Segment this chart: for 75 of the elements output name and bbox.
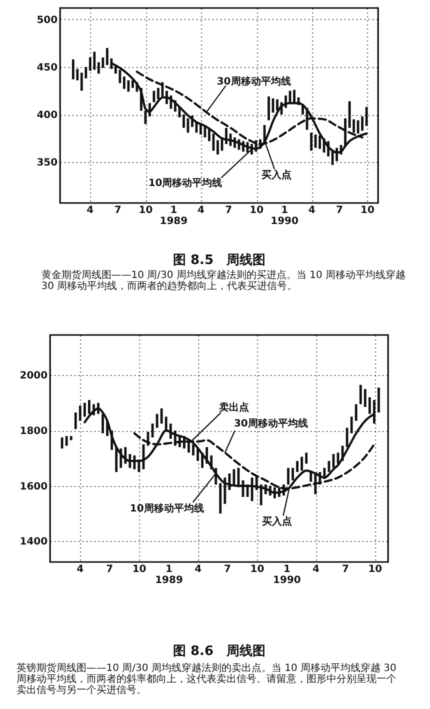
bar (157, 88, 160, 100)
bar (276, 99, 278, 111)
x-tick-label: 7 (106, 564, 114, 575)
y-tick-label: 1400 (20, 536, 48, 548)
x-tick-label: 10 (368, 564, 382, 575)
x-tick-label: 7 (224, 564, 232, 575)
x-tick-label: 1 1990 (270, 205, 299, 227)
bar (364, 388, 366, 407)
y-tick-label: 2000 (20, 370, 48, 382)
bar (192, 444, 194, 456)
x-tick-label: 10 (250, 564, 264, 575)
bar (359, 384, 362, 404)
bar (60, 437, 64, 448)
y-tick-label: 400 (36, 110, 58, 122)
x-tick-label: 10 (132, 564, 146, 575)
bar (72, 59, 74, 80)
bar (102, 414, 104, 434)
bar (216, 140, 219, 154)
annotation: 10周移动平均线 (148, 176, 222, 189)
y-tick-label: 1800 (20, 426, 48, 438)
bar (356, 120, 360, 134)
x-tick-label: 1 1989 (155, 564, 183, 586)
x-tick-label: 10 (138, 205, 153, 216)
annotation: 卖出点 (218, 402, 249, 414)
bar (74, 412, 77, 430)
bar (106, 48, 108, 66)
y-tick-label: 450 (36, 62, 58, 74)
text: 英镑期货周线图——10 周/30 周均线穿越法则的卖出点。当 10 周移动平均线穿越 30 周移动平均线，而两者的斜率都向上，这代表卖出信号。请留意，图形中分别呈现一个卖出信号与另一个买进信号。 (16, 662, 396, 696)
x-tick-label: 4 (198, 205, 205, 216)
x-tick-label: 1 1990 (273, 564, 301, 586)
annotation: 买入点 (262, 516, 292, 528)
y-tick-label: 350 (36, 158, 58, 169)
x-tick-label: 7 (336, 205, 344, 216)
bar (352, 119, 355, 133)
bar (118, 70, 122, 84)
bar (292, 468, 294, 480)
bar (122, 76, 126, 89)
x-tick-label: 7 (114, 205, 122, 216)
bar (115, 447, 118, 472)
x-tick-label: 7 (225, 205, 232, 216)
bar (196, 448, 199, 461)
annotation: 10周移动平均线 (130, 502, 204, 514)
y-tick-label: 1600 (20, 481, 48, 492)
x-tick-label: 10 (360, 205, 374, 216)
bar (70, 436, 72, 440)
bar (164, 416, 168, 431)
x-tick-label: 4 (308, 205, 316, 216)
annotation: 30周移动平均线 (234, 418, 308, 430)
bar (160, 408, 163, 424)
annotation: 30周移动平均线 (216, 76, 291, 88)
bar (131, 80, 134, 88)
x-tick-label: 10 (250, 205, 264, 216)
x-tick-label: 1 1989 (160, 205, 188, 227)
annotation: 买入点 (261, 169, 292, 182)
bar (354, 404, 358, 421)
bar (133, 455, 136, 470)
bar (127, 80, 130, 92)
bar (293, 90, 296, 104)
text: 图 8.5 周线图 (172, 253, 266, 268)
text: 图 8.6 周线图 (172, 644, 266, 659)
bar (318, 135, 321, 149)
x-tick-label: 4 (76, 564, 84, 575)
bar (300, 456, 304, 471)
x-tick-label: 4 (312, 564, 320, 575)
bar (156, 414, 158, 428)
x-tick-label: 7 (342, 564, 349, 575)
text: 黄金期货周线图——10 周/30 周均线穿越法则的买进点。当 10 周移动平均线穿越 30 周移动平均线，而两者的趋势都向上，代表买进信号。 (41, 269, 406, 292)
bar (65, 436, 68, 446)
x-tick-label: 4 (194, 564, 202, 575)
x-tick-label: 4 (86, 205, 94, 216)
bar (296, 460, 298, 472)
bar (346, 428, 348, 448)
y-tick-label: 500 (36, 14, 58, 26)
bar (305, 452, 308, 464)
bar (268, 96, 270, 120)
